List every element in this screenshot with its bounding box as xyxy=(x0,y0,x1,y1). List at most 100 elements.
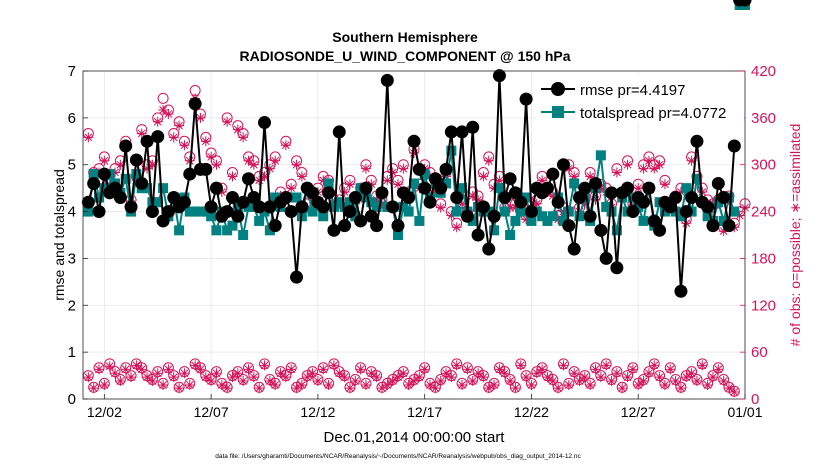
obs-assimilated-marker xyxy=(152,368,163,379)
obs-assimilated-marker xyxy=(243,364,254,375)
obs-assimilated-marker xyxy=(99,155,110,166)
spread-point xyxy=(184,206,195,217)
spread-point xyxy=(702,211,713,222)
rmse-point xyxy=(690,134,704,148)
y-right-tick-label: 300 xyxy=(751,157,776,174)
obs-assimilated-marker xyxy=(483,383,494,394)
obs-assimilated-marker xyxy=(409,148,419,158)
spread-point xyxy=(227,220,238,231)
rmse-point xyxy=(503,172,517,186)
spread-point xyxy=(398,201,409,212)
obs-assimilated-marker xyxy=(569,171,580,182)
x-tick-label: 12/02 xyxy=(87,404,122,420)
spread-point xyxy=(510,215,521,226)
obs-assimilated-marker xyxy=(312,376,323,387)
spread-point xyxy=(334,197,345,208)
obs-assimilated-marker xyxy=(398,163,409,174)
rmse-layer xyxy=(81,0,752,298)
obs-assimilated-marker xyxy=(601,360,612,371)
obs-assimilated-marker xyxy=(344,179,355,190)
spread-point xyxy=(414,215,425,226)
rmse-point xyxy=(685,191,699,205)
spread-point xyxy=(542,215,553,226)
obs-assimilated-marker xyxy=(158,379,169,390)
spread-point xyxy=(190,206,201,217)
obs-assimilated-marker xyxy=(675,187,686,198)
obs-assimilated-marker xyxy=(275,368,286,379)
obs-assimilated-marker xyxy=(446,210,457,221)
y-axis-right-label: # of obs: o=possible; ∗=assimilated xyxy=(787,124,803,347)
obs-assimilated-marker xyxy=(478,171,489,182)
obs-assimilated-marker xyxy=(110,368,121,379)
obs-assimilated-marker xyxy=(227,171,238,182)
x-tick-label: 12/12 xyxy=(300,404,335,420)
obs-assimilated-marker xyxy=(723,383,734,394)
obs-assimilated-marker xyxy=(120,364,131,375)
rmse-point xyxy=(444,125,458,139)
obs-assimilated-marker xyxy=(392,372,403,383)
rmse-point xyxy=(220,205,234,219)
obs-assimilated-marker xyxy=(622,372,633,383)
obs-assimilated-marker xyxy=(675,383,686,394)
spread-point xyxy=(483,206,494,217)
y-right-tick-label: 360 xyxy=(751,110,776,127)
obs-assimilated-marker xyxy=(366,368,377,379)
obs-assimilated-marker xyxy=(360,379,371,390)
obs-assimilated-marker xyxy=(702,379,713,390)
y-left-tick-label: 0 xyxy=(68,391,76,408)
obs-assimilated-marker xyxy=(462,364,473,375)
obs-assimilated-marker xyxy=(200,372,211,383)
spread-point xyxy=(659,206,670,217)
obs-assimilated-marker xyxy=(195,112,206,123)
obs-assimilated-marker xyxy=(280,372,291,383)
obs-assimilated-marker xyxy=(553,214,564,225)
obs-assimilated-marker xyxy=(494,175,505,186)
obs-assimilated-marker xyxy=(489,379,500,390)
x-axis-label: Dec.01,2014 00:00:00 start xyxy=(324,429,506,446)
obs-assimilated-marker xyxy=(409,376,419,387)
obs-assimilated-marker xyxy=(403,379,414,390)
obs-assimilated-marker xyxy=(259,171,270,182)
obs-assimilated-marker xyxy=(611,167,622,178)
rmse-point xyxy=(706,219,720,233)
obs-assimilated-marker xyxy=(94,364,105,375)
rmse-point xyxy=(391,219,405,233)
rmse-point xyxy=(540,181,554,195)
obs-assimilated-marker xyxy=(499,368,510,379)
x-tick-label: 12/17 xyxy=(407,404,442,420)
obs-assimilated-marker xyxy=(248,159,259,170)
obs-assimilated-marker xyxy=(216,187,227,198)
rmse-point xyxy=(562,219,576,233)
obs-assimilated-marker xyxy=(344,383,355,394)
spread-point xyxy=(158,183,169,194)
obs-assimilated-marker xyxy=(526,379,537,390)
obs-assimilated-marker xyxy=(521,372,532,383)
spread-point xyxy=(505,230,516,240)
obs-assimilated-marker xyxy=(270,155,281,166)
obs-assimilated-marker xyxy=(569,368,580,379)
obs-assimilated-marker xyxy=(547,376,558,387)
spread-point xyxy=(94,192,105,203)
obs-assimilated-marker xyxy=(142,163,153,174)
y-axis-right: 0 60 120 180 240 300 360 420 xyxy=(740,63,776,408)
rmse-point xyxy=(402,191,416,205)
obs-assimilated-marker xyxy=(547,190,558,201)
rmse-point xyxy=(295,200,309,214)
spread-point xyxy=(419,169,430,180)
obs-assimilated-marker xyxy=(510,383,521,394)
y-right-tick-label: 0 xyxy=(751,391,759,408)
y-right-tick-label: 240 xyxy=(751,204,776,221)
obs-assimilated-marker xyxy=(264,376,275,387)
rmse-point xyxy=(546,167,560,181)
spread-point xyxy=(152,197,163,208)
obs-assimilated-marker xyxy=(83,372,94,383)
spread-point xyxy=(243,201,254,212)
obs-assimilated-marker xyxy=(328,360,339,371)
rmse-point xyxy=(151,130,165,144)
y-axis-left-label: rmse and totalspread xyxy=(51,169,67,301)
rmse-point xyxy=(386,200,400,214)
rmse-point xyxy=(322,186,336,200)
spread-point xyxy=(291,192,302,203)
obs-assimilated-marker xyxy=(254,383,265,394)
obs-assimilated-marker xyxy=(339,187,350,198)
